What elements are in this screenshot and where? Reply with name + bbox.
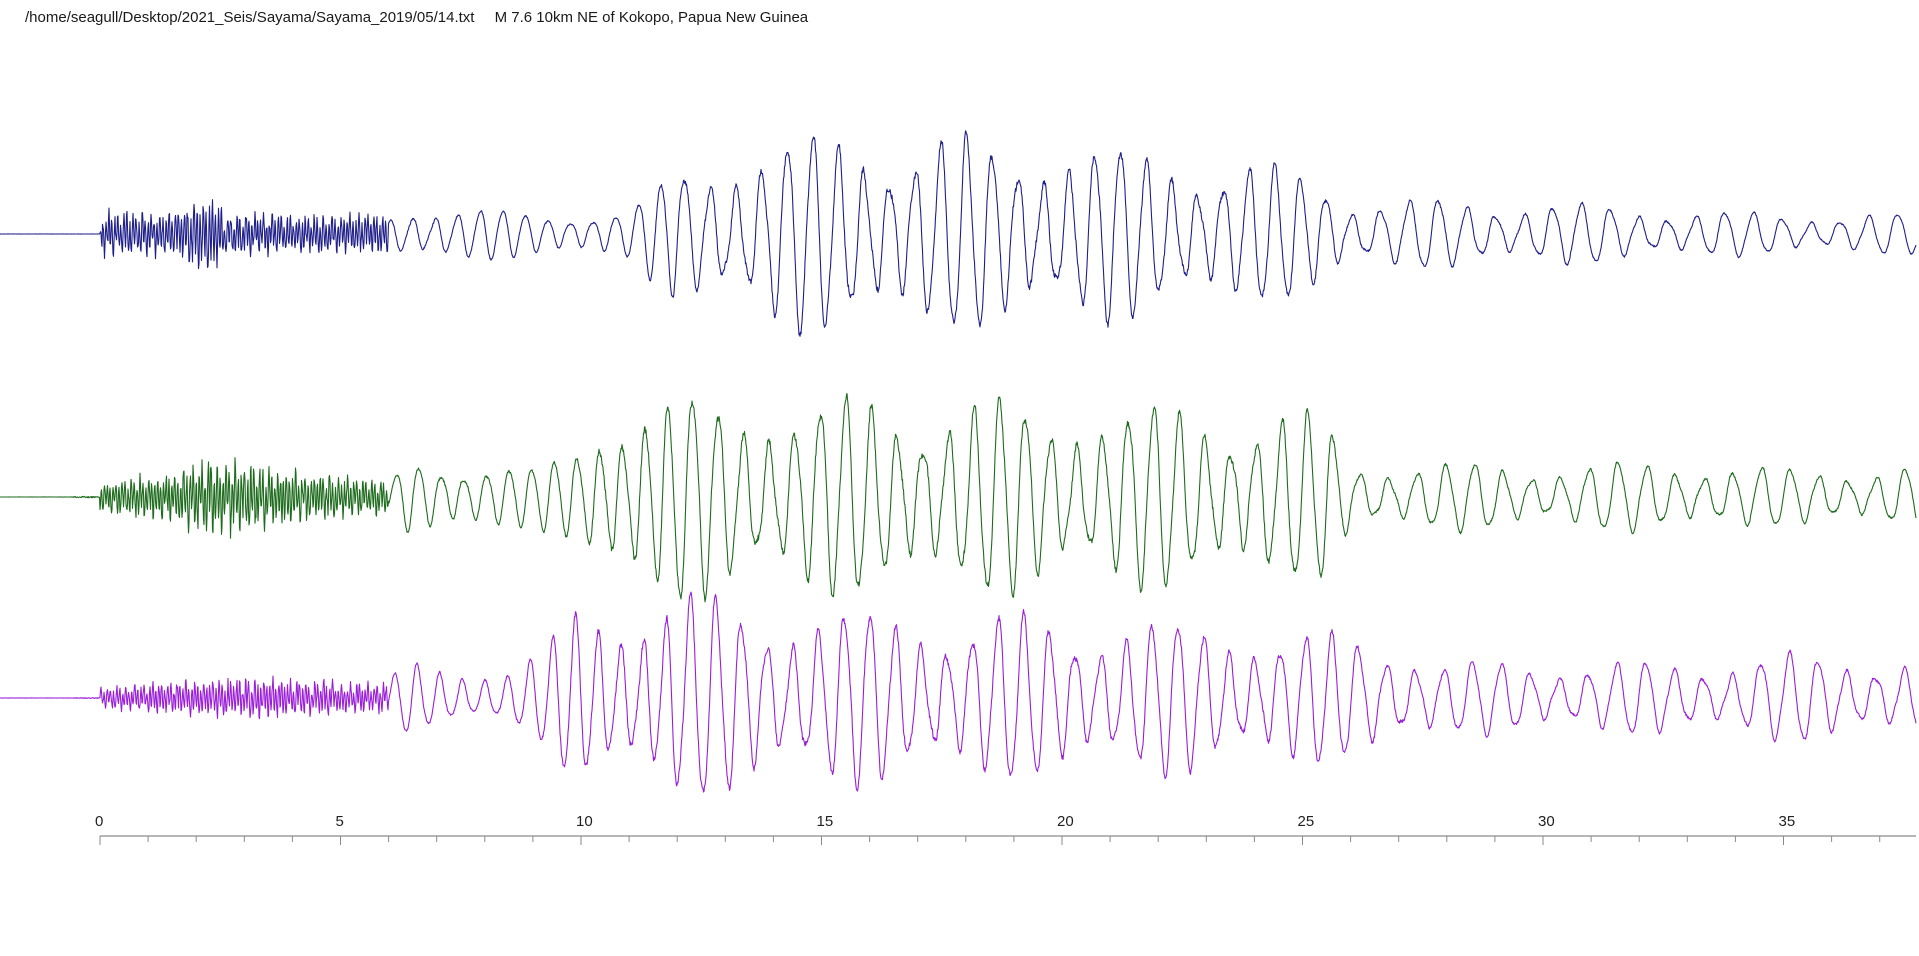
trace-line-1 xyxy=(0,130,1917,337)
trace-group xyxy=(0,130,1917,793)
trace-line-2 xyxy=(0,393,1917,603)
chart-header: /home/seagull/Desktop/2021_Seis/Sayama/S… xyxy=(25,9,808,26)
x-axis: 0 5 10 15 20 25 30 35 xyxy=(95,813,1916,845)
x-tick-label: 5 xyxy=(336,813,344,830)
x-axis-ticks: 0 5 10 15 20 25 30 35 xyxy=(95,813,1881,845)
trace-line-3 xyxy=(0,591,1917,793)
x-tick-label: 10 xyxy=(576,813,593,830)
file-path: /home/seagull/Desktop/2021_Seis/Sayama/S… xyxy=(25,9,475,26)
x-tick-label: 15 xyxy=(817,813,834,830)
x-tick-label: 0 xyxy=(95,813,103,830)
x-tick-label: 20 xyxy=(1057,813,1074,830)
x-tick-label: 35 xyxy=(1779,813,1796,830)
x-tick-label: 25 xyxy=(1298,813,1315,830)
event-title: M 7.6 10km NE of Kokopo, Papua New Guine… xyxy=(494,9,809,26)
x-tick-label: 30 xyxy=(1538,813,1555,830)
